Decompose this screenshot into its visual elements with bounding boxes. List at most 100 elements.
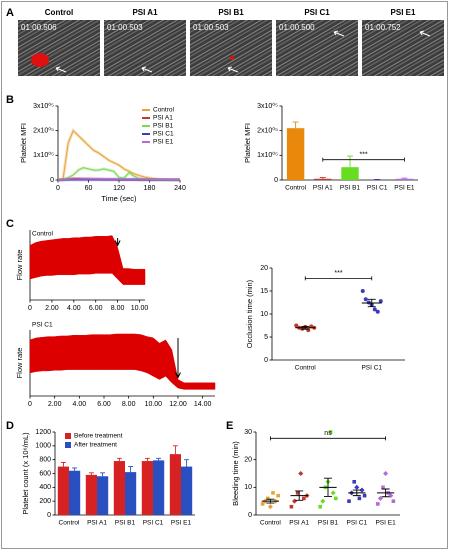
bar <box>395 178 414 180</box>
bar <box>341 167 359 180</box>
bar <box>141 461 153 515</box>
image-label: PSI A1 <box>132 8 158 17</box>
error-bar <box>172 445 178 455</box>
bar <box>286 128 305 180</box>
y-tick-label: 20 <box>260 265 268 272</box>
x-tick-label: 0 <box>28 305 32 312</box>
error-bar <box>88 472 94 475</box>
error-bar <box>156 457 162 461</box>
data-point <box>381 485 385 490</box>
data-point <box>294 323 299 328</box>
image-time: 01:00.503 <box>107 23 143 32</box>
error-bar <box>184 459 190 467</box>
image-time: 01:00.503 <box>193 23 229 32</box>
panel-letter: E <box>226 420 233 432</box>
panel-letter: B <box>6 94 14 106</box>
micrograph <box>18 20 100 76</box>
image-time: 01:00.752 <box>365 23 401 32</box>
significance-label: ns <box>324 430 332 437</box>
x-tick-label: 12.00 <box>169 401 187 408</box>
data-point <box>378 299 383 304</box>
y-tick-label: 5 <box>264 334 268 341</box>
y-axis-label: Platelet count (x 10⁶/mL) <box>21 432 30 515</box>
x-tick-label: 8.00 <box>111 305 125 312</box>
y-tick-label: 1x10⁰⁵ <box>257 151 278 159</box>
bar <box>113 461 125 515</box>
y-axis-label: Bleeding time (min) <box>231 441 240 506</box>
error-bar <box>292 121 299 129</box>
data-point <box>276 493 280 498</box>
x-tick-label: 6.00 <box>97 401 111 408</box>
legend-label: Control <box>153 107 175 114</box>
y-axis-label: Platelet MFI <box>243 123 252 163</box>
data-point <box>347 499 351 503</box>
x-tick-label: 6.00 <box>89 305 103 312</box>
error-bar <box>128 466 134 473</box>
x-tick-label: 4.00 <box>67 305 81 312</box>
y-tick-label: 20 <box>244 457 252 464</box>
bar <box>69 470 81 515</box>
image-label: PSI E1 <box>391 8 416 17</box>
x-tick-label: 0 <box>56 185 60 192</box>
bar <box>57 466 69 515</box>
arrow <box>419 30 431 37</box>
x-tick-label: 10.00 <box>145 401 163 408</box>
data-point <box>318 504 323 509</box>
data-point <box>302 496 306 501</box>
thrombus <box>31 53 49 67</box>
error-bar <box>295 490 304 501</box>
y-tick-label: 10 <box>244 484 252 491</box>
error-bar <box>319 177 326 179</box>
y-tick-label: 1x10⁰⁵ <box>33 151 54 159</box>
panel-letter: A <box>6 7 14 19</box>
bar <box>169 454 181 515</box>
y-tick-label: 600 <box>39 470 51 477</box>
image-time: 01:00.500 <box>279 23 315 32</box>
data-point <box>271 491 275 495</box>
bar <box>181 466 193 515</box>
x-tick-label: PSI E1 <box>171 520 192 527</box>
y-tick-label: 10 <box>260 311 268 318</box>
data-point <box>266 496 270 501</box>
significance-label: *** <box>334 270 342 277</box>
x-tick-label: Control <box>260 520 282 527</box>
error-bar <box>301 325 310 330</box>
y-tick-label: 400 <box>39 484 51 491</box>
charts: 0 1x10⁰⁵ 2x10⁰⁵ 3x10⁰⁵ Platelet MFI 0 60 120 180… <box>15 102 418 527</box>
legend-swatch <box>65 442 71 448</box>
image-label: PSI B1 <box>218 8 244 17</box>
bar <box>97 476 109 515</box>
error-bar <box>116 457 122 462</box>
trace-title: PSI C1 <box>32 322 53 329</box>
x-axis-label: Time (sec) <box>101 194 137 203</box>
flow-trace <box>29 235 146 285</box>
x-tick-label: PSI A1 <box>289 520 309 527</box>
x-tick-label: 240 <box>174 185 186 192</box>
x-tick-label: PSI B1 <box>318 520 339 527</box>
error-bar <box>72 467 78 471</box>
bar <box>314 178 332 180</box>
y-tick-label: 200 <box>39 498 51 505</box>
y-tick-label: 0 <box>248 512 252 519</box>
x-tick-label: 2.00 <box>45 305 59 312</box>
error-bar <box>381 488 390 498</box>
data-point <box>362 493 367 498</box>
micrograph <box>190 20 272 76</box>
micrograph <box>104 20 186 76</box>
series-line <box>57 178 180 181</box>
x-tick-label: Control <box>59 520 81 527</box>
data-point <box>352 480 357 484</box>
thrombus <box>230 56 234 60</box>
bar <box>153 460 165 515</box>
panel-letter: D <box>6 420 14 432</box>
legend-label: PSI B1 <box>153 123 174 130</box>
y-tick-label: 0 <box>264 357 268 364</box>
y-tick-label: 30 <box>244 429 252 436</box>
arrow <box>227 66 239 73</box>
panel-a-images: Control 01:00.506 PSI A1 01:00.503 PSI B1 01:… <box>18 8 444 76</box>
y-tick-label: 3x10⁰⁵ <box>33 102 54 110</box>
bar <box>125 472 137 515</box>
y-tick-label: 0 <box>50 177 54 184</box>
error-bar <box>144 457 150 462</box>
data-point <box>383 470 389 477</box>
